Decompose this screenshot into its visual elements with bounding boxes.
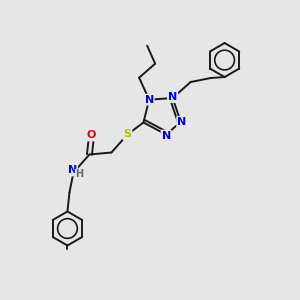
Text: N: N bbox=[177, 117, 186, 127]
Text: S: S bbox=[124, 130, 131, 140]
Text: H: H bbox=[75, 169, 83, 179]
Text: N: N bbox=[68, 166, 77, 176]
Text: N: N bbox=[168, 92, 177, 102]
Text: N: N bbox=[161, 130, 171, 141]
Text: N: N bbox=[145, 95, 154, 105]
Text: O: O bbox=[87, 130, 96, 140]
